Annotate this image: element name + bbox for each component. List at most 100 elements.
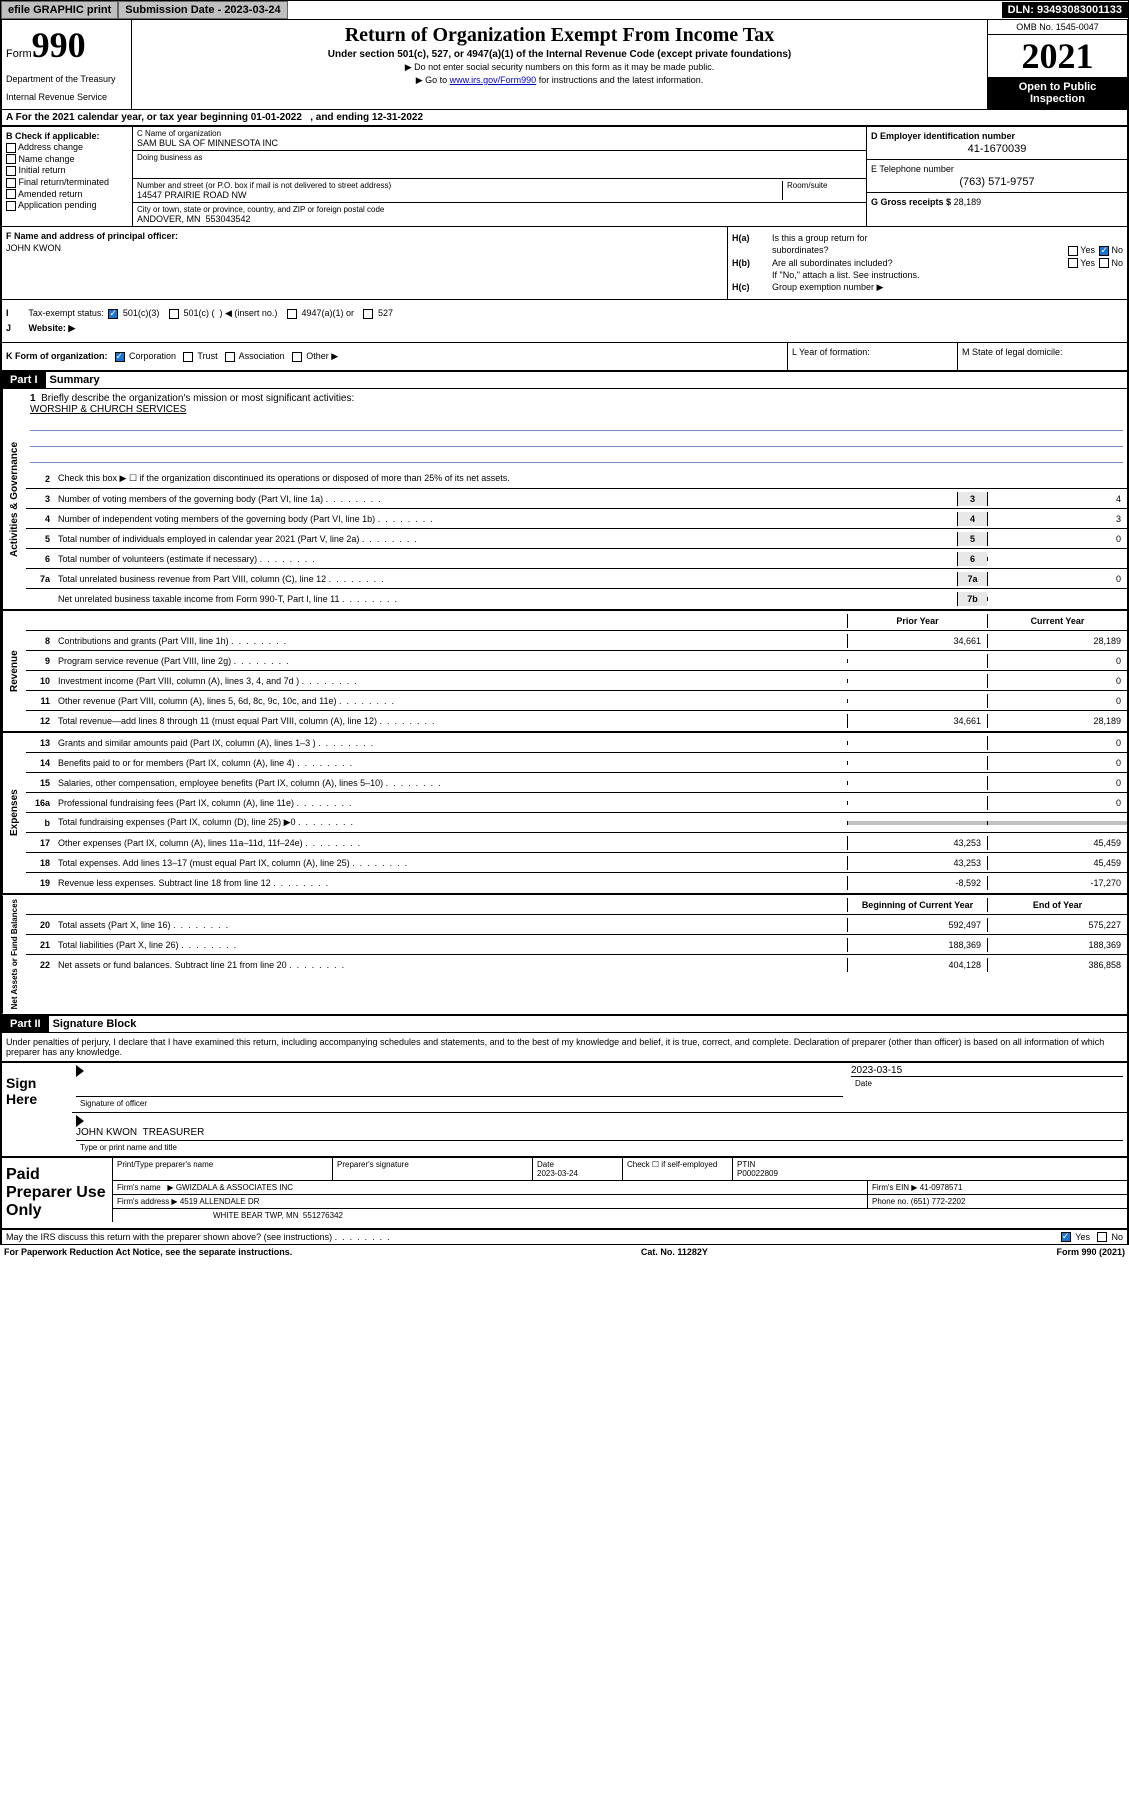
ein-value: 41-1670039 — [871, 143, 1123, 155]
col-begin-year: Beginning of Current Year — [847, 898, 987, 912]
ein-label: D Employer identification number — [871, 131, 1123, 141]
table-row: 6Total number of volunteers (estimate if… — [26, 549, 1127, 569]
section-b-header: B Check if applicable: — [6, 131, 128, 141]
website-label: Website: ▶ — [29, 323, 76, 333]
table-row: 17Other expenses (Part IX, column (A), l… — [26, 833, 1127, 853]
table-row: 7aTotal unrelated business revenue from … — [26, 569, 1127, 589]
part2-title: Signature Block — [49, 1016, 141, 1032]
sign-here-label: Sign Here — [2, 1063, 72, 1156]
section-f: F Name and address of principal officer:… — [2, 227, 727, 299]
name-title-label: Type or print name and title — [76, 1141, 1123, 1154]
chk-corporation[interactable] — [115, 352, 125, 362]
chk-527[interactable] — [363, 309, 373, 319]
street-address: 14547 PRAIRIE ROAD NW — [137, 190, 782, 200]
line-a-tax-year: A For the 2021 calendar year, or tax yea… — [0, 109, 1129, 127]
ha-no[interactable] — [1099, 246, 1109, 256]
footer: For Paperwork Reduction Act Notice, see … — [0, 1245, 1129, 1259]
note-goto-pre: ▶ Go to — [416, 75, 450, 85]
prep-date-value: 2023-03-24 — [537, 1169, 618, 1178]
officer-name: JOHN KWON — [6, 243, 723, 253]
org-name: SAM BUL SA OF MINNESOTA INC — [137, 138, 862, 148]
prep-name-label: Print/Type preparer's name — [112, 1158, 332, 1180]
chk-association[interactable] — [225, 352, 235, 362]
phone-label: E Telephone number — [871, 164, 1123, 174]
irs-no[interactable] — [1097, 1232, 1107, 1242]
chk-trust[interactable] — [183, 352, 193, 362]
paperwork-notice: For Paperwork Reduction Act Notice, see … — [4, 1247, 292, 1257]
tax-exempt-label: Tax-exempt status: — [28, 308, 104, 318]
revenue-table: Revenue Prior YearCurrent Year 8Contribu… — [0, 611, 1129, 733]
irs-yes[interactable] — [1061, 1232, 1071, 1242]
table-row: 10Investment income (Part VIII, column (… — [26, 671, 1127, 691]
hc-text: Group exemption number ▶ — [772, 282, 1123, 293]
table-row: 18Total expenses. Add lines 13–17 (must … — [26, 853, 1127, 873]
form-title: Return of Organization Exempt From Incom… — [136, 24, 983, 47]
form-number: 990 — [32, 25, 86, 65]
may-irs-text: May the IRS discuss this return with the… — [6, 1232, 1059, 1243]
ha-yes[interactable] — [1068, 246, 1078, 256]
officer-label: F Name and address of principal officer: — [6, 231, 178, 241]
hb-no[interactable] — [1099, 258, 1109, 268]
arrow-icon — [76, 1115, 84, 1127]
gross-receipts-label: G Gross receipts $ — [871, 197, 951, 207]
table-row: Net unrelated business taxable income fr… — [26, 589, 1127, 609]
section-fh: F Name and address of principal officer:… — [0, 227, 1129, 300]
part1-header-row: Part I Summary — [0, 372, 1129, 389]
firm-ein: 41-0978571 — [920, 1183, 963, 1192]
table-row: 19Revenue less expenses. Subtract line 1… — [26, 873, 1127, 893]
chk-initial-return[interactable]: Initial return — [6, 165, 128, 176]
table-row: 8Contributions and grants (Part VIII, li… — [26, 631, 1127, 651]
table-row: 14Benefits paid to or for members (Part … — [26, 753, 1127, 773]
chk-name-change[interactable]: Name change — [6, 154, 128, 165]
sig-officer-label: Signature of officer — [76, 1097, 843, 1110]
col-end-year: End of Year — [987, 898, 1127, 912]
open-inspection: Open to Public Inspection — [988, 77, 1127, 109]
section-ij: I Tax-exempt status: 501(c)(3) 501(c) ( … — [0, 300, 1129, 343]
expenses-table: Expenses 13Grants and similar amounts pa… — [0, 733, 1129, 895]
netassets-table: Net Assets or Fund Balances Beginning of… — [0, 895, 1129, 1015]
section-klm: K Form of organization: Corporation Trus… — [0, 343, 1129, 372]
cat-no: Cat. No. 11282Y — [292, 1247, 1056, 1257]
chk-501c3[interactable] — [108, 309, 118, 319]
sig-date-label: Date — [851, 1076, 1123, 1090]
chk-other[interactable] — [292, 352, 302, 362]
chk-501c[interactable] — [169, 309, 179, 319]
dba-label: Doing business as — [137, 153, 862, 162]
city-label: City or town, state or province, country… — [137, 205, 862, 214]
chk-4947[interactable] — [287, 309, 297, 319]
chk-final-return[interactable]: Final return/terminated — [6, 177, 128, 188]
section-b: B Check if applicable: Address change Na… — [2, 127, 132, 226]
q1-text: Briefly describe the organization's miss… — [41, 393, 354, 404]
chk-amended-return[interactable]: Amended return — [6, 189, 128, 200]
table-row: 4Number of independent voting members of… — [26, 509, 1127, 529]
table-row: 15Salaries, other compensation, employee… — [26, 773, 1127, 793]
sidebar-expenses: Expenses — [2, 733, 26, 893]
table-row: 20Total assets (Part X, line 16)592,4975… — [26, 915, 1127, 935]
tax-year: 2021 — [988, 35, 1127, 77]
instructions-link[interactable]: www.irs.gov/Form990 — [450, 75, 537, 85]
firm-addr-label: Firm's address ▶ — [117, 1197, 178, 1206]
table-row: bTotal fundraising expenses (Part IX, co… — [26, 813, 1127, 833]
prep-date-label: Date — [537, 1160, 618, 1169]
efile-button[interactable]: efile GRAPHIC print — [1, 1, 118, 19]
form-footer: Form 990 (2021) — [1056, 1247, 1125, 1257]
table-row: 22Net assets or fund balances. Subtract … — [26, 955, 1127, 975]
col-prior-year: Prior Year — [847, 614, 987, 628]
section-c: C Name of organizationSAM BUL SA OF MINN… — [132, 127, 867, 226]
section-bcde: B Check if applicable: Address change Na… — [0, 127, 1129, 227]
chk-address-change[interactable]: Address change — [6, 142, 128, 153]
irs-discuss-row: May the IRS discuss this return with the… — [0, 1230, 1129, 1246]
table-row: 12Total revenue—add lines 8 through 11 (… — [26, 711, 1127, 731]
firm-name: GWIZDALA & ASSOCIATES INC — [176, 1183, 293, 1192]
addr-label: Number and street (or P.O. box if mail i… — [137, 181, 782, 190]
perjury-statement: Under penalties of perjury, I declare th… — [0, 1033, 1129, 1061]
section-h: H(a)Is this a group return for subordina… — [727, 227, 1127, 299]
hb-yes[interactable] — [1068, 258, 1078, 268]
part1-badge: Part I — [2, 372, 46, 388]
ptin-label: PTIN — [737, 1160, 1123, 1169]
preparer-block: Paid Preparer Use Only Print/Type prepar… — [0, 1158, 1129, 1230]
omb-number: OMB No. 1545-0047 — [988, 20, 1127, 35]
chk-application-pending[interactable]: Application pending — [6, 200, 128, 211]
room-label: Room/suite — [787, 181, 862, 190]
q2-text: Check this box ▶ ☐ if the organization d… — [54, 471, 1127, 486]
